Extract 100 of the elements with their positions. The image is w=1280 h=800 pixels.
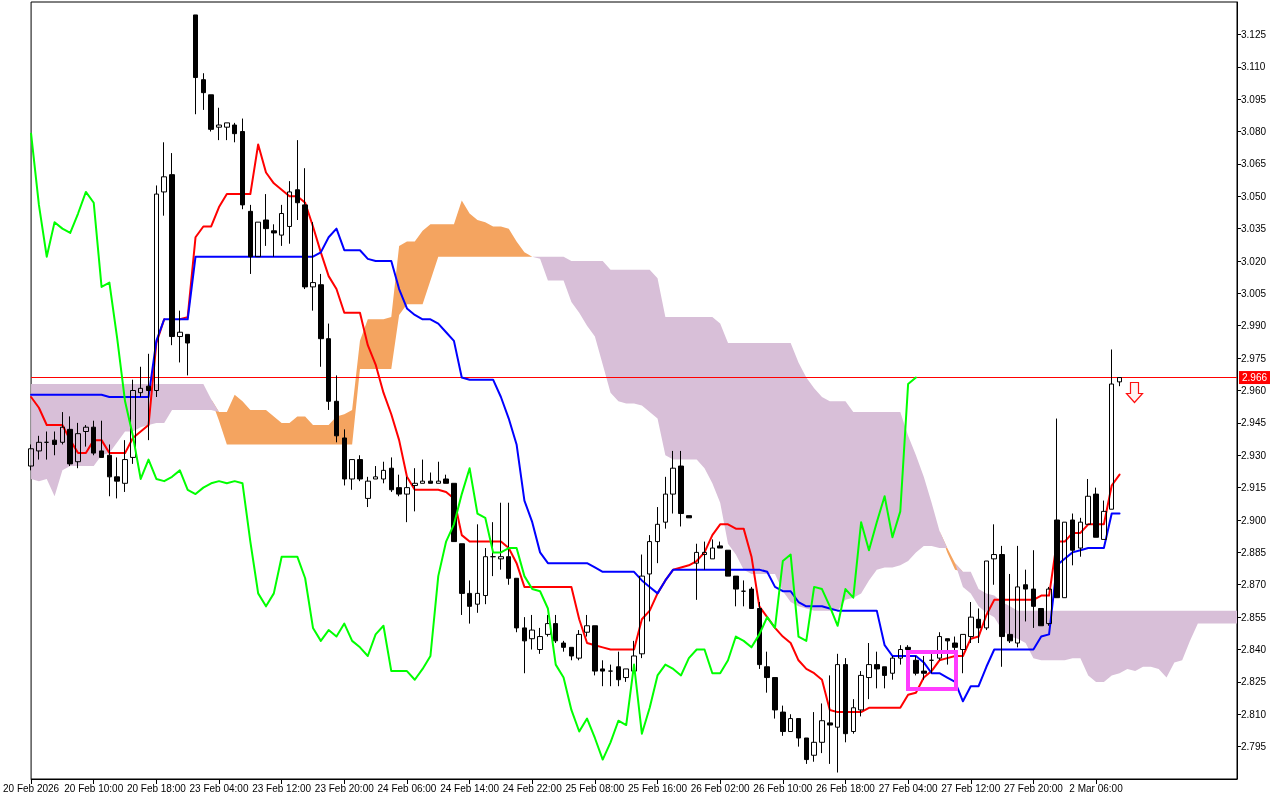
x-tick-label: 20 Feb 2026 (2, 782, 60, 794)
candlestick (506, 502, 511, 586)
y-tick-label: 3.050 (1241, 190, 1267, 202)
candlestick (537, 627, 543, 655)
candlestick (443, 474, 449, 484)
candlestick (263, 193, 269, 247)
candlestick (514, 577, 519, 633)
y-tick-label: 3.095 (1241, 93, 1267, 105)
candlestick (749, 586, 754, 609)
candlestick (1093, 487, 1099, 538)
candlestick (670, 450, 676, 515)
candlestick (122, 439, 128, 493)
candlestick (334, 374, 339, 443)
x-tick-label: 27 Feb 12:00 (941, 782, 1001, 794)
x-tick-label: 23 Feb 20:00 (314, 782, 375, 794)
candlestick (91, 420, 96, 456)
candlestick (193, 14, 198, 115)
candlestick (52, 431, 57, 456)
candlestick (819, 702, 825, 754)
candlestick (1038, 607, 1044, 627)
candlestick (99, 420, 104, 458)
candlestick (67, 415, 73, 467)
candlestick (796, 718, 801, 748)
y-tick-label: 2.810 (1241, 708, 1267, 720)
candlestick (36, 435, 42, 461)
candlestick (757, 601, 762, 670)
candlestick (608, 664, 613, 687)
candlestick (107, 443, 112, 497)
candlestick (576, 629, 582, 661)
candlestick (1078, 517, 1083, 558)
candlestick (1117, 377, 1122, 387)
candlestick (412, 467, 418, 512)
candlestick (717, 541, 723, 549)
candlestick (44, 431, 49, 461)
x-tick-label: 23 Feb 04:00 (189, 782, 249, 794)
candlestick (177, 310, 183, 363)
x-tick-label: 2 Mar 06:00 (1069, 782, 1124, 794)
candlestick (208, 94, 214, 132)
candlestick (138, 366, 143, 398)
candlestick (326, 323, 331, 411)
candlestick (490, 521, 496, 577)
candlestick (428, 472, 433, 484)
candlestick (248, 204, 253, 275)
candlestick (60, 411, 65, 445)
candlestick (1031, 549, 1036, 629)
candlestick (75, 422, 81, 469)
candlestick (232, 122, 237, 143)
candlestick (827, 674, 833, 765)
candlestick (968, 601, 974, 644)
candlestick (913, 655, 919, 676)
candlestick (600, 659, 605, 687)
candlestick (498, 502, 504, 571)
candlestick (302, 167, 308, 290)
candlestick (843, 657, 848, 743)
y-tick-label: 2.885 (1241, 546, 1267, 558)
candlestick (342, 428, 347, 486)
candlestick (216, 107, 222, 141)
x-tick-label: 24 Feb 06:00 (377, 782, 437, 794)
candlestick (929, 651, 934, 674)
y-tick-label: 3.020 (1241, 255, 1267, 267)
candlestick (130, 379, 136, 465)
candlestick (1101, 500, 1107, 540)
candlestick (1062, 521, 1067, 599)
candlestick (866, 642, 872, 700)
candlestick (522, 616, 527, 674)
candlestick (420, 459, 425, 484)
candlestick (741, 579, 746, 607)
x-tick-label: 26 Feb 02:00 (690, 782, 751, 794)
candlestick (952, 636, 958, 653)
y-tick-label: 2.915 (1241, 482, 1267, 494)
candlestick (114, 456, 120, 499)
x-tick-label: 27 Feb 04:00 (878, 782, 939, 794)
candlestick (396, 474, 402, 497)
candlestick (365, 476, 371, 508)
candlestick (1085, 478, 1091, 525)
y-tick-label: 2.900 (1241, 514, 1267, 526)
candlestick (279, 204, 284, 247)
y-tick-label: 2.870 (1241, 579, 1267, 591)
candlestick (146, 353, 151, 441)
candlestick (467, 579, 472, 625)
candlestick (255, 221, 261, 258)
candlestick (890, 655, 895, 681)
candlestick (271, 223, 277, 258)
y-tick-label: 3.065 (1241, 158, 1267, 170)
candlestick (240, 118, 245, 210)
candlestick (858, 670, 864, 717)
candlestick (811, 711, 817, 763)
candlestick (1109, 348, 1114, 510)
x-tick-label: 20 Feb 18:00 (126, 782, 187, 794)
candlestick (1015, 545, 1020, 648)
y-tick-label: 3.005 (1241, 287, 1267, 299)
candlestick (937, 631, 942, 661)
candlestick (569, 646, 574, 661)
candlestick (389, 456, 394, 493)
candlestick (725, 549, 731, 577)
candlestick (553, 614, 558, 644)
x-tick-label: 26 Feb 10:00 (753, 782, 813, 794)
candlestick (905, 644, 911, 650)
x-tick-label: 23 Feb 12:00 (252, 782, 312, 794)
y-tick-label: 2.795 (1241, 741, 1267, 753)
